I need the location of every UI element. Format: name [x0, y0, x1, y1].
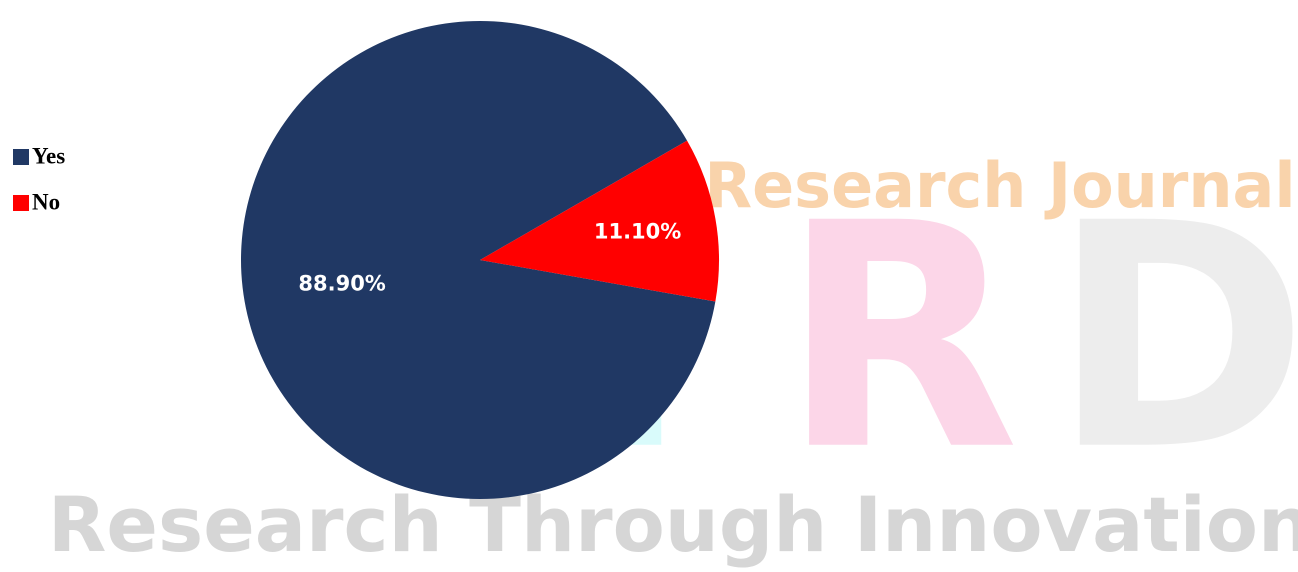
data-label: 11.10% [594, 219, 681, 243]
pie: 88.90% 11.10% [241, 20, 719, 499]
legend-label: No [32, 189, 60, 214]
watermark-top: Research Journal [704, 149, 1295, 222]
legend-swatch [13, 195, 29, 211]
watermark-letter: D [1051, 158, 1298, 519]
pie-slice [480, 140, 719, 302]
data-label: 88.90% [298, 271, 385, 295]
watermark-bottom: Research Through Innovation [48, 480, 1298, 569]
watermark-letter: R [781, 158, 1020, 519]
legend-label: Yes [32, 143, 65, 168]
pie-slice [241, 20, 716, 499]
legend-swatch [13, 149, 29, 165]
legend: Yes No [13, 143, 65, 214]
